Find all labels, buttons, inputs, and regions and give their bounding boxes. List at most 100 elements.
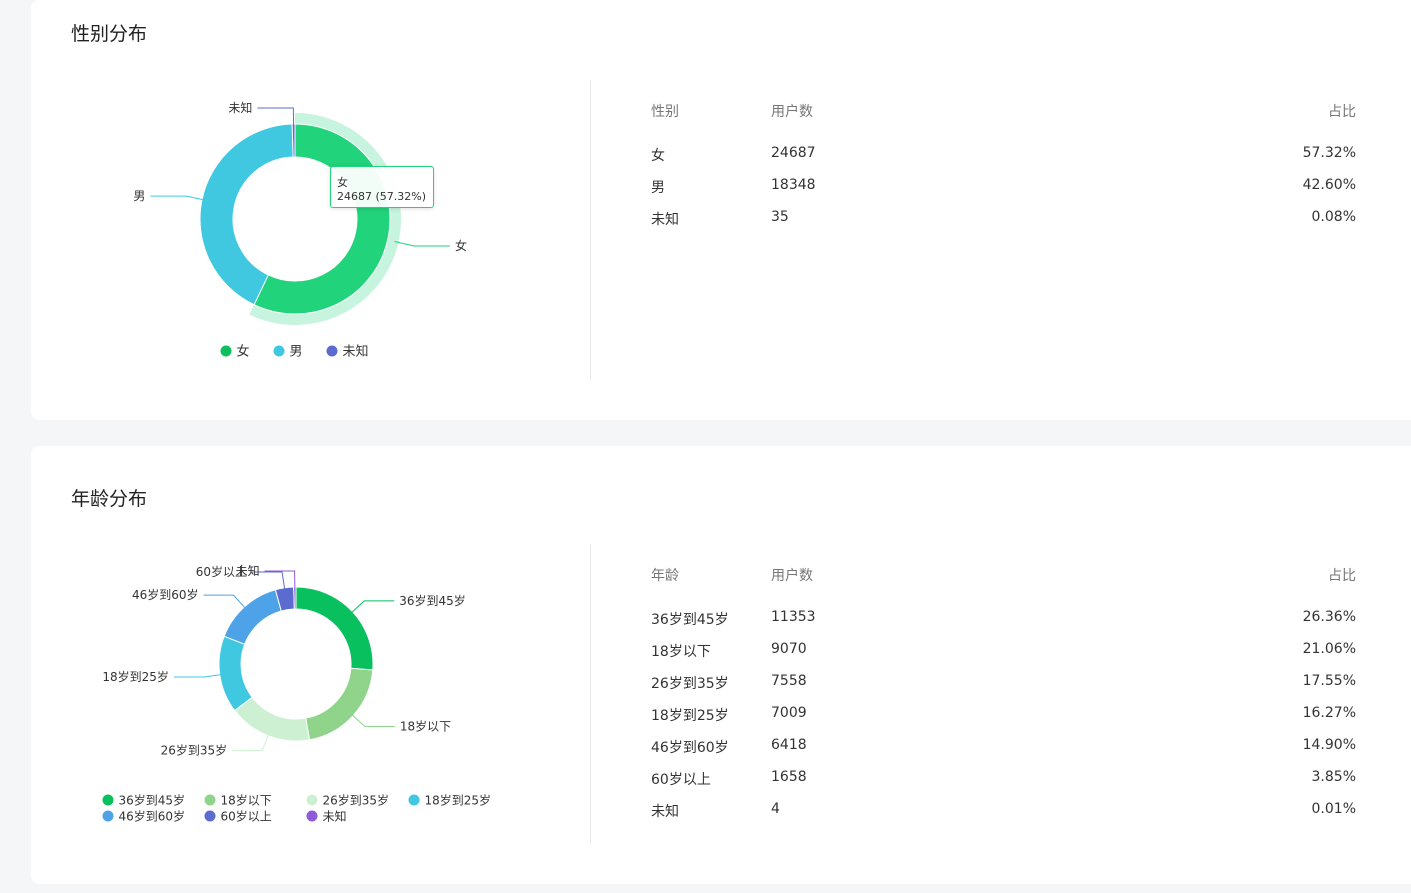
row-percent: 16.27% xyxy=(1302,705,1356,721)
label-leader-line xyxy=(173,673,224,678)
label-leader-line xyxy=(349,600,395,615)
row-count: 1658 xyxy=(771,769,807,785)
row-percent: 0.08% xyxy=(1311,209,1356,225)
label-leader-line xyxy=(232,731,270,752)
legend-item[interactable]: 未知 xyxy=(306,810,347,824)
label-leader-line xyxy=(264,570,296,592)
slice-label: 男 xyxy=(133,189,145,203)
slice-label: 60岁以上 xyxy=(196,564,247,579)
slice-label: 18岁到25岁 xyxy=(102,669,169,684)
row-percent: 17.55% xyxy=(1302,673,1356,689)
age-table: 年龄 用户数 占比 36岁到45岁 11353 26.36% 18岁以下 907… xyxy=(651,565,1356,833)
age-section-title: 年龄分布 xyxy=(71,488,148,510)
row-label: 18岁到25岁 xyxy=(651,708,729,724)
donut-slice-2[interactable] xyxy=(291,123,296,158)
row-percent: 42.60% xyxy=(1302,177,1356,193)
legend-dot xyxy=(220,345,232,357)
legend-item[interactable]: 未知 xyxy=(326,344,369,360)
legend-dot xyxy=(326,345,338,357)
legend-item[interactable]: 18岁到25岁 xyxy=(408,793,492,808)
legend-dot xyxy=(204,794,216,806)
row-label: 60岁以上 xyxy=(651,772,711,788)
row-label: 未知 xyxy=(651,212,679,228)
label-leader-line xyxy=(150,195,207,201)
legend-label: 18岁以下 xyxy=(221,793,272,808)
table-row: 未知 35 0.08% xyxy=(651,209,1356,241)
slice-label: 未知 xyxy=(236,564,260,578)
row-count: 7009 xyxy=(771,705,807,721)
header-age: 年龄 xyxy=(651,568,679,584)
legend-label: 36岁到45岁 xyxy=(119,793,186,808)
legend-item[interactable]: 18岁以下 xyxy=(204,793,272,808)
table-row: 18岁到25岁 7009 16.27% xyxy=(651,705,1356,737)
table-row: 60岁以上 1658 3.85% xyxy=(651,769,1356,801)
legend-label: 未知 xyxy=(343,344,369,360)
row-count: 4 xyxy=(771,801,780,817)
slice-label: 未知 xyxy=(228,101,252,115)
legend-label: 26岁到35岁 xyxy=(323,793,390,808)
table-row: 男 18348 42.60% xyxy=(651,177,1356,209)
tooltip-name: 女 xyxy=(337,176,348,189)
table-row: 36岁到45岁 11353 26.36% xyxy=(651,609,1356,641)
label-leader-line xyxy=(257,107,295,129)
legend-label: 18岁到25岁 xyxy=(425,793,492,808)
gender-card: 性别分布 女男未知女男未知 女 24687 (57.32%) 性别 用户数 占比… xyxy=(31,0,1411,420)
row-label: 男 xyxy=(651,180,665,196)
slice-label: 女 xyxy=(455,238,467,253)
table-row: 18岁以下 9070 21.06% xyxy=(651,641,1356,673)
row-label: 女 xyxy=(651,148,665,164)
legend-item[interactable]: 26岁到35岁 xyxy=(306,793,390,808)
legend-label: 46岁到60岁 xyxy=(119,809,186,824)
row-count: 9070 xyxy=(771,641,807,657)
legend-dot xyxy=(273,345,285,357)
legend-item[interactable]: 46岁到60岁 xyxy=(102,809,186,824)
row-percent: 0.01% xyxy=(1311,801,1356,817)
donut-slice-0[interactable] xyxy=(295,586,374,671)
chart-tooltip: 女 24687 (57.32%) xyxy=(330,166,434,208)
row-count: 24687 xyxy=(771,145,816,161)
row-percent: 26.36% xyxy=(1302,609,1356,625)
header-percent: 占比 xyxy=(1328,104,1356,120)
age-card: 年龄分布 36岁到45岁 18岁以下 26岁到35岁 18岁到25岁 46岁到60岁 60… xyxy=(31,446,1411,884)
legend-item[interactable]: 女 xyxy=(220,344,250,360)
legend-item[interactable]: 男 xyxy=(273,345,303,360)
row-count: 35 xyxy=(771,209,789,225)
legend-label: 男 xyxy=(290,345,303,360)
header-users: 用户数 xyxy=(771,104,813,120)
donut-slice-4[interactable] xyxy=(223,589,282,645)
gender-section-title: 性别分布 xyxy=(71,23,148,45)
legend-dot xyxy=(102,810,114,822)
row-percent: 14.90% xyxy=(1302,737,1356,753)
label-leader-line xyxy=(252,571,286,592)
row-label: 46岁到60岁 xyxy=(651,740,729,756)
row-percent: 57.32% xyxy=(1302,145,1356,161)
table-header-row: 性别 用户数 占比 xyxy=(651,101,1356,145)
legend-dot xyxy=(306,794,318,806)
row-label: 18岁以下 xyxy=(651,644,711,660)
legend-dot xyxy=(102,794,114,806)
row-label: 未知 xyxy=(651,804,679,820)
header-users: 用户数 xyxy=(771,568,813,584)
legend-label: 女 xyxy=(237,344,250,360)
row-percent: 3.85% xyxy=(1311,769,1356,785)
legend-item[interactable]: 36岁到45岁 xyxy=(102,793,186,808)
header-percent: 占比 xyxy=(1328,568,1356,584)
row-percent: 21.06% xyxy=(1302,641,1356,657)
slice-label: 36岁到45岁 xyxy=(399,593,466,608)
row-count: 11353 xyxy=(771,609,816,625)
gender-table: 性别 用户数 占比 女 24687 57.32% 男 18348 42.60% … xyxy=(651,101,1356,241)
table-row: 未知 4 0.01% xyxy=(651,801,1356,833)
tooltip-value: 24687 (57.32%) xyxy=(337,190,427,203)
label-leader-line xyxy=(203,594,248,611)
slice-label: 18岁以下 xyxy=(400,718,451,733)
donut-slice-2[interactable] xyxy=(233,696,311,742)
row-label: 26岁到35岁 xyxy=(651,676,729,692)
legend-item[interactable]: 60岁以上 xyxy=(204,809,272,824)
divider xyxy=(590,80,591,380)
label-leader-line xyxy=(349,712,395,727)
table-row: 46岁到60岁 6418 14.90% xyxy=(651,737,1356,769)
row-count: 18348 xyxy=(771,177,816,193)
donut-slice-3[interactable] xyxy=(218,635,253,712)
donut-slice-1[interactable] xyxy=(199,123,294,306)
donut-slice-1[interactable] xyxy=(305,667,374,741)
